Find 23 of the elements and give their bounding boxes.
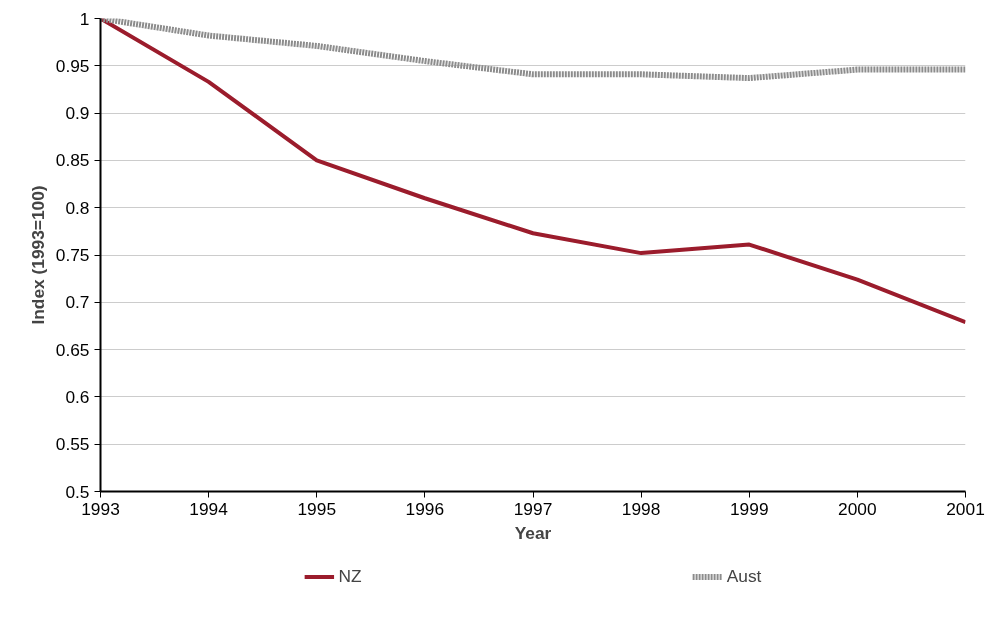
y-tick-label: 0.7 — [65, 292, 90, 313]
y-tick-label: 0.9 — [65, 103, 90, 124]
y-tick-label: 1 — [79, 8, 90, 29]
y-tick-label: 0.75 — [55, 245, 90, 265]
y-tick-label: 0.95 — [55, 55, 90, 76]
y-tick-label: 0.8 — [65, 197, 90, 218]
x-tick-label: 1999 — [729, 498, 769, 519]
y-tick-label: 0.55 — [55, 434, 90, 455]
x-tick-label: 1995 — [297, 498, 337, 519]
x-tick-label: 2001 — [946, 498, 985, 519]
x-tick-label: 1997 — [513, 498, 553, 519]
y-tick-label: 0.65 — [55, 339, 90, 360]
y-tick-label: 0.85 — [55, 150, 90, 171]
x-tick-label: 1996 — [405, 498, 445, 519]
x-tick-label: 1994 — [189, 498, 229, 519]
x-tick-label: 1998 — [621, 498, 661, 519]
legend-label: NZ — [338, 565, 362, 587]
y-tick-label: 0.6 — [65, 386, 90, 407]
y-axis-title: Index (1993=100) — [27, 185, 48, 325]
x-tick-label: 2000 — [838, 498, 877, 519]
line-series — [100, 18, 966, 325]
x-axis-title: Year — [514, 522, 552, 543]
legend-label: Aust — [726, 565, 762, 587]
